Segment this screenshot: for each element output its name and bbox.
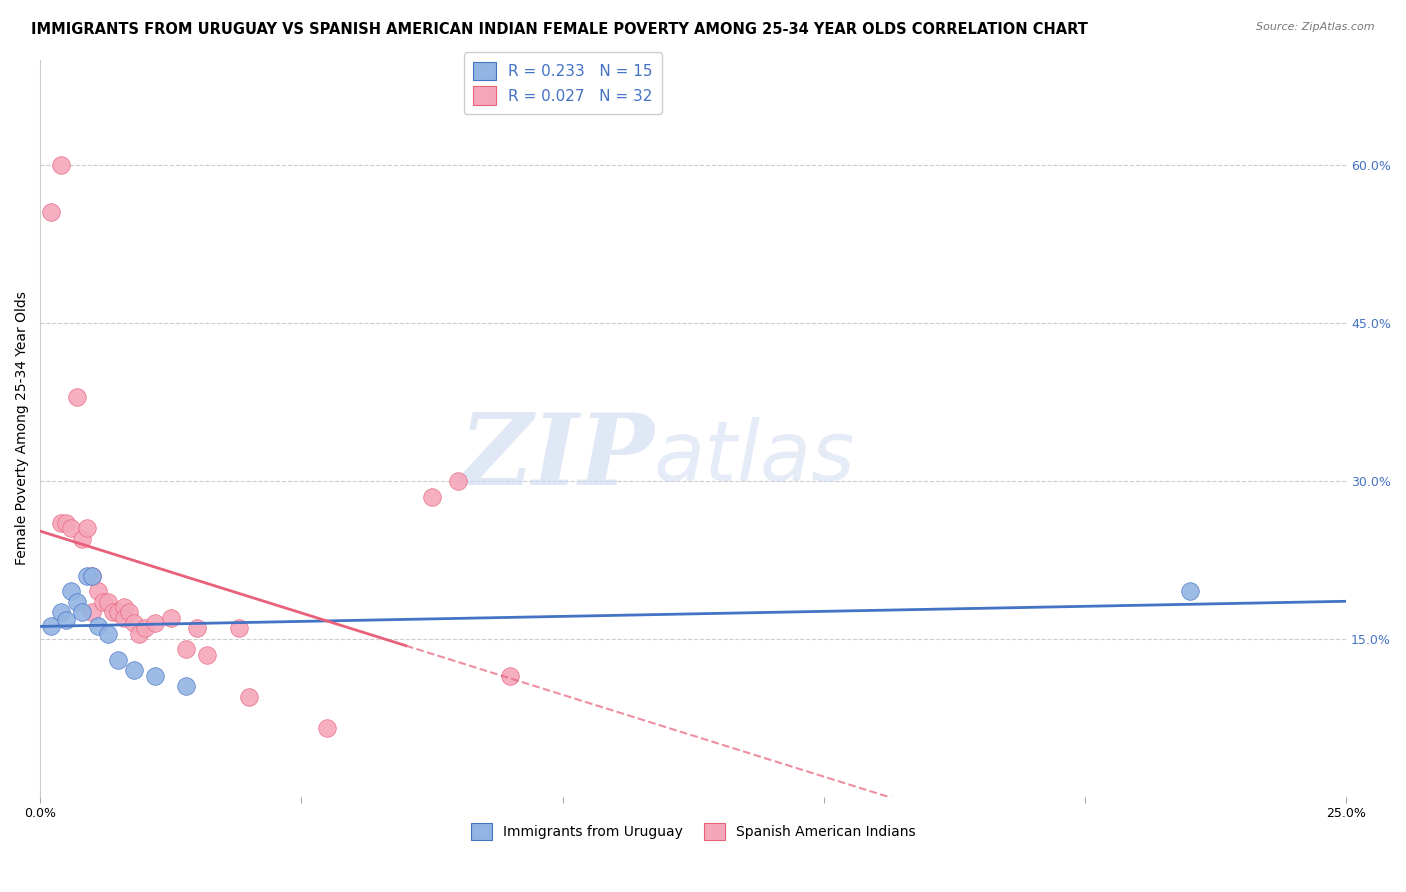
- Point: [66, 595, 89, 609]
- Point: [122, 664, 145, 678]
- Point: [97, 626, 120, 640]
- Point: [49, 158, 72, 172]
- Point: [143, 668, 166, 682]
- Point: [39, 205, 62, 219]
- Point: [316, 721, 339, 735]
- Point: [70, 532, 93, 546]
- Point: [176, 679, 198, 693]
- Point: [112, 600, 135, 615]
- Point: [60, 521, 83, 535]
- Point: [82, 568, 104, 582]
- Point: [420, 490, 443, 504]
- Point: [107, 653, 129, 667]
- Legend: Immigrants from Uruguay, Spanish American Indians: Immigrants from Uruguay, Spanish America…: [465, 817, 921, 845]
- Text: ZIP: ZIP: [458, 409, 654, 506]
- Point: [447, 474, 470, 488]
- Point: [39, 619, 62, 633]
- Point: [97, 595, 120, 609]
- Point: [1178, 584, 1201, 599]
- Point: [49, 516, 72, 530]
- Point: [76, 568, 98, 582]
- Point: [228, 621, 250, 635]
- Point: [86, 619, 108, 633]
- Point: [82, 606, 104, 620]
- Point: [91, 595, 114, 609]
- Point: [176, 642, 198, 657]
- Point: [70, 606, 93, 620]
- Point: [86, 584, 108, 599]
- Point: [60, 584, 83, 599]
- Point: [159, 611, 181, 625]
- Point: [195, 648, 218, 662]
- Point: [55, 613, 77, 627]
- Point: [122, 615, 145, 630]
- Y-axis label: Female Poverty Among 25-34 Year Olds: Female Poverty Among 25-34 Year Olds: [15, 292, 30, 566]
- Point: [143, 615, 166, 630]
- Point: [134, 621, 156, 635]
- Point: [499, 668, 522, 682]
- Point: [103, 606, 125, 620]
- Point: [186, 621, 208, 635]
- Point: [128, 626, 150, 640]
- Text: atlas: atlas: [654, 417, 856, 498]
- Point: [118, 606, 141, 620]
- Point: [49, 606, 72, 620]
- Point: [66, 390, 89, 404]
- Point: [76, 521, 98, 535]
- Point: [238, 690, 260, 704]
- Point: [112, 611, 135, 625]
- Point: [82, 568, 104, 582]
- Point: [55, 516, 77, 530]
- Text: Source: ZipAtlas.com: Source: ZipAtlas.com: [1257, 22, 1375, 32]
- Text: IMMIGRANTS FROM URUGUAY VS SPANISH AMERICAN INDIAN FEMALE POVERTY AMONG 25-34 YE: IMMIGRANTS FROM URUGUAY VS SPANISH AMERI…: [31, 22, 1088, 37]
- Point: [107, 606, 129, 620]
